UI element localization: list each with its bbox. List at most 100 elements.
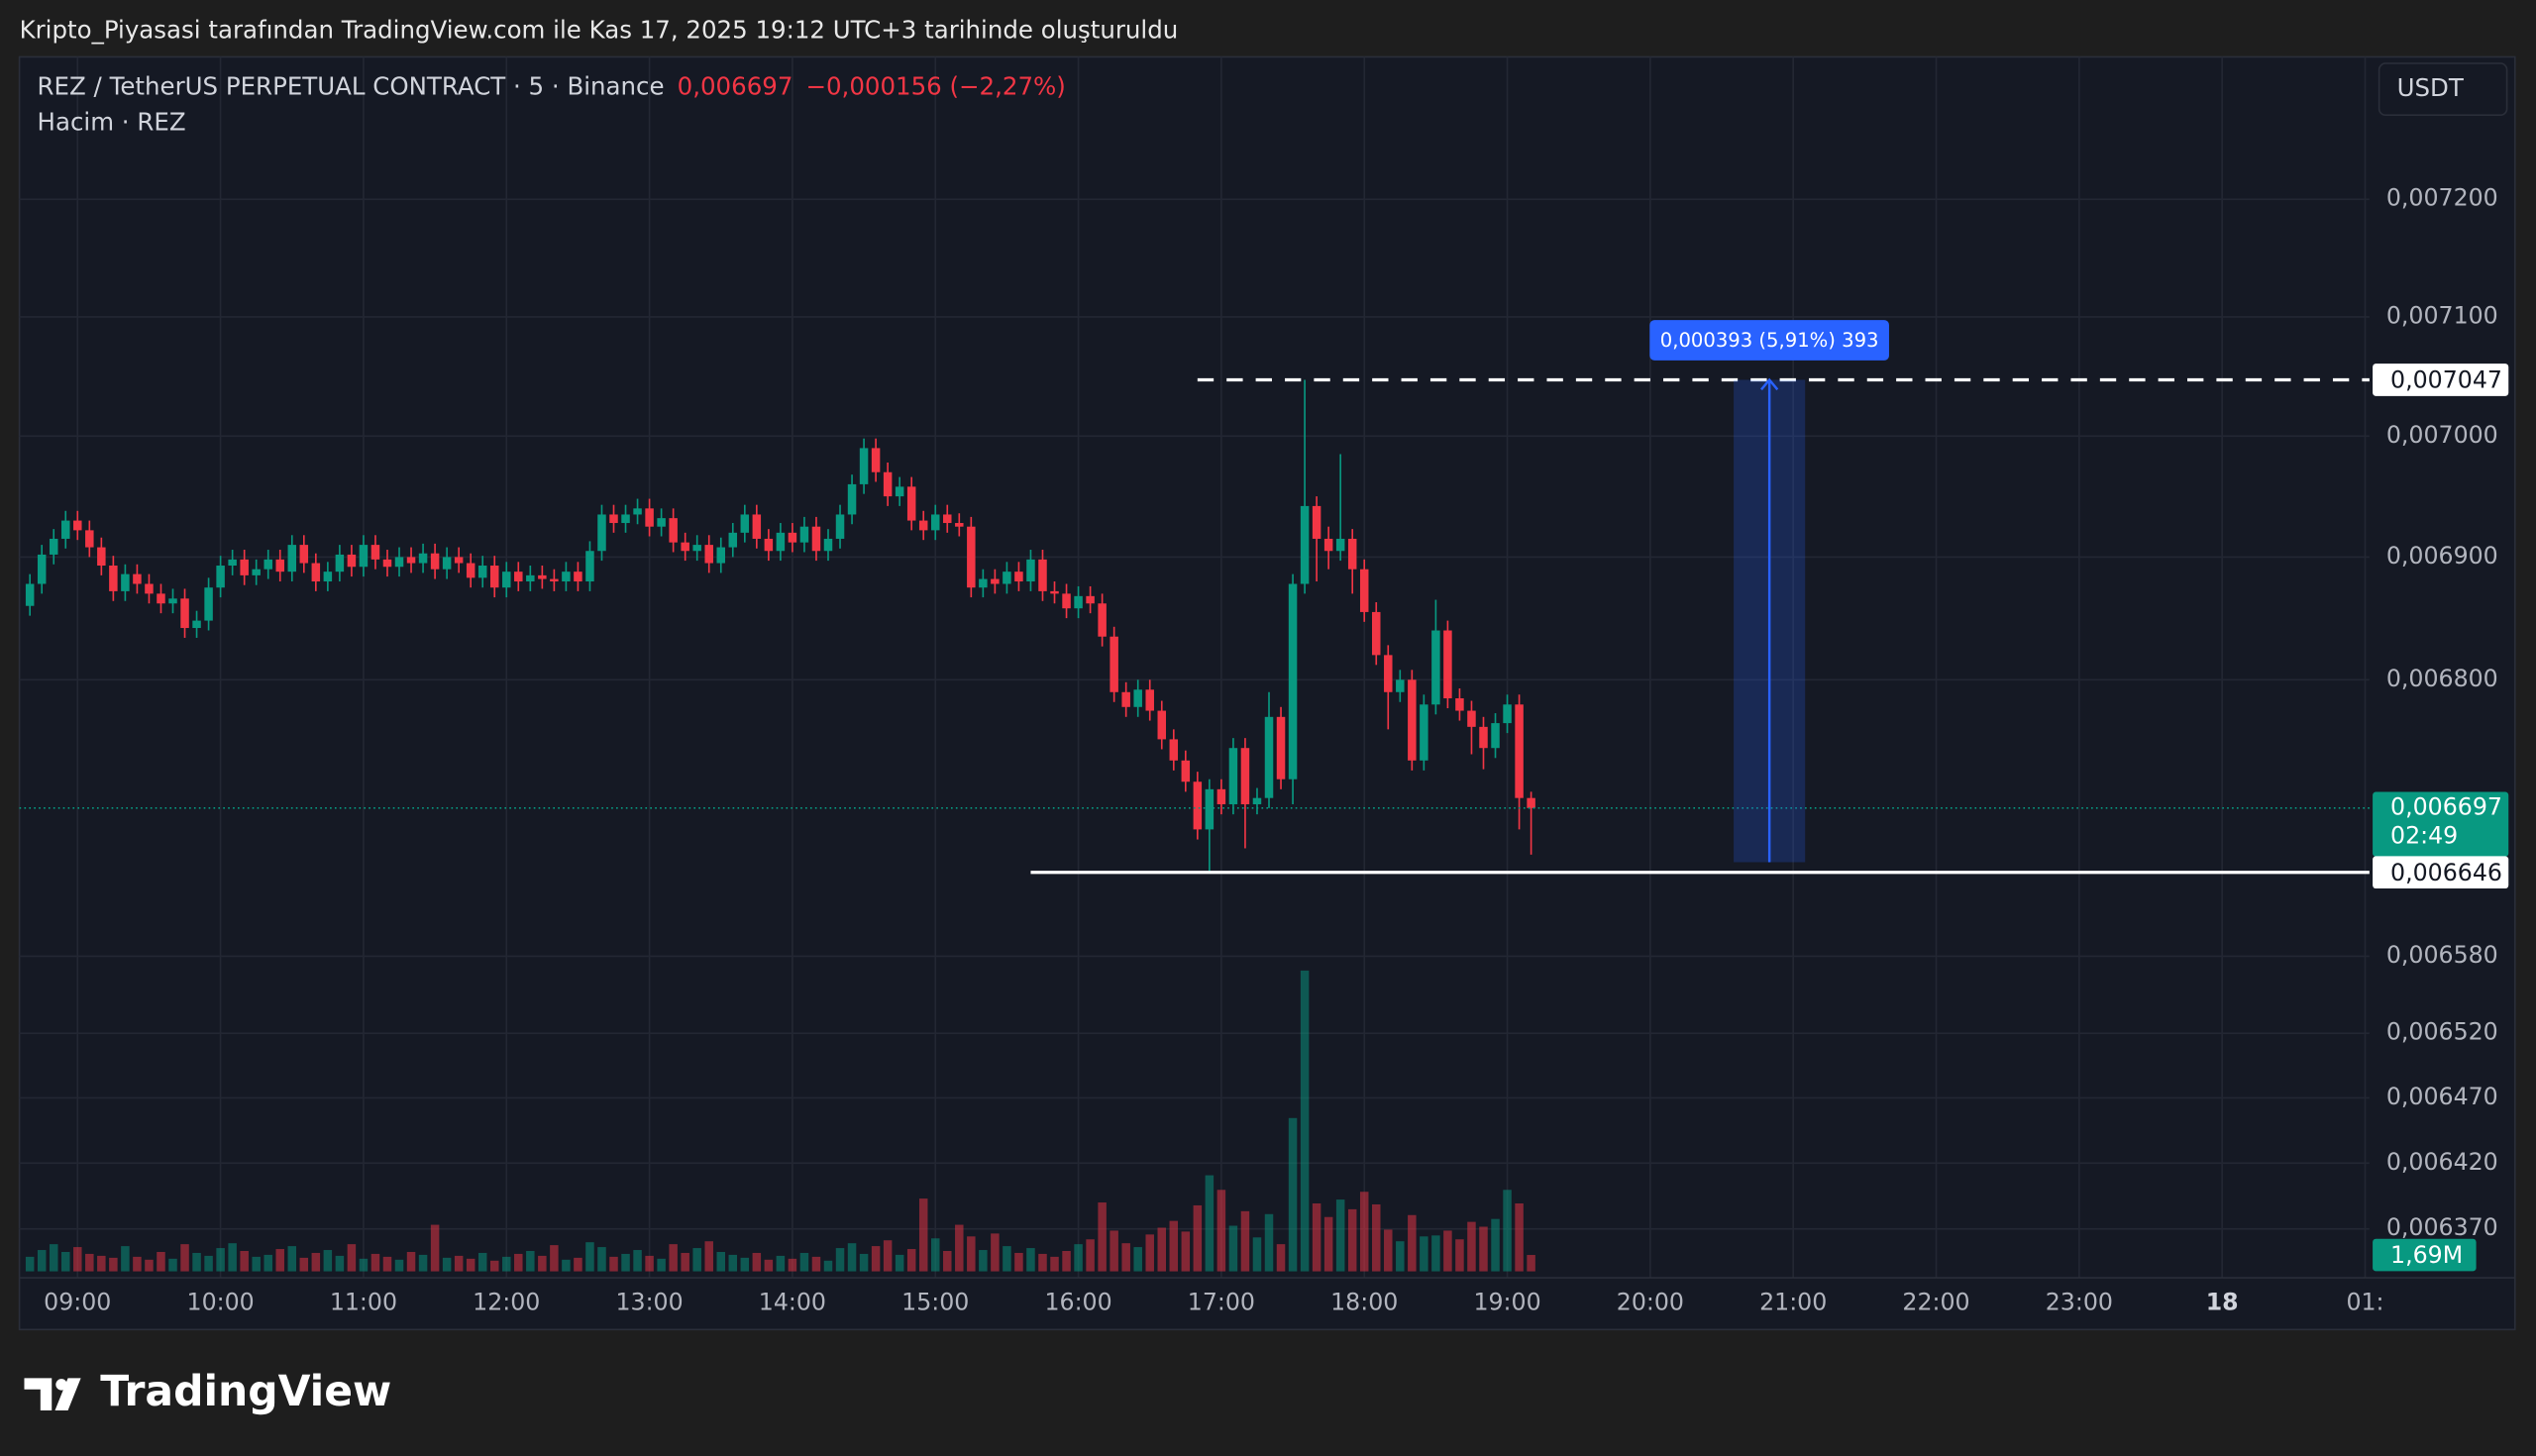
volume-bar [704,1241,713,1272]
candle-body [61,520,70,539]
candle-body [1420,704,1428,761]
volume-bar [1491,1218,1500,1272]
candle-body [752,514,762,539]
volume-bar [168,1258,177,1272]
candle-body [25,583,35,606]
volume-bar [764,1259,774,1272]
candle-body [538,574,547,579]
volume-bar [228,1243,237,1272]
candle-body [1121,691,1130,707]
y-tick-label: 0,006370 [2386,1213,2498,1241]
volume-bar [1110,1230,1118,1272]
candle-body [562,572,571,582]
x-tick-label: 23:00 [2046,1289,2113,1316]
volume-bar [918,1198,928,1272]
volume-bar [609,1256,618,1272]
volume-bar [1026,1248,1035,1272]
currency-button[interactable] [2378,62,2508,117]
candle-body [859,448,869,484]
candle-body [1288,583,1298,780]
candle-body [1515,704,1524,798]
volume-bar [991,1233,1000,1272]
candle-body [835,514,845,539]
candle-body [1384,655,1393,692]
candle-body [477,566,487,578]
candle-body [454,557,464,564]
candle-body [823,538,833,552]
candle-body [1074,595,1083,609]
x-tick-label: 22:00 [1902,1289,1969,1316]
measure-arrowhead [1760,377,1779,391]
candle-body [1491,723,1500,749]
volume-bar [1003,1246,1011,1272]
volume-bar [1121,1243,1130,1272]
volume-bar [716,1251,725,1272]
candle-body [275,559,284,572]
candle-body [252,569,261,575]
candle-body [574,572,582,582]
y-tick-label: 0,006900 [2386,542,2498,570]
candle-body [526,574,535,582]
candle-body [216,566,225,588]
volume-bar [382,1256,392,1272]
candle-body [1312,505,1321,539]
volume-bar [1145,1234,1154,1272]
currency-label[interactable]: USDT [2397,73,2465,102]
candle-body [1026,559,1035,582]
volume-bar [1133,1247,1142,1272]
volume-bar [930,1238,940,1272]
volume-bar [740,1257,750,1272]
volume-bar [85,1253,94,1272]
volume-bar [1062,1251,1071,1272]
volume-bar [335,1255,345,1272]
candle-body [1193,781,1203,830]
x-tick-label: 15:00 [901,1289,969,1316]
candle-body [1133,689,1142,707]
x-tick-label: 14:00 [759,1289,826,1316]
candle-body [406,557,416,564]
candle-body [466,563,476,578]
candle-body [669,518,678,543]
volume-bar [1527,1255,1535,1272]
volume-bar [454,1255,464,1272]
candle-body [264,559,272,570]
volume-bar [1384,1229,1393,1272]
candle-body [85,530,94,548]
last-price-tag [2373,791,2509,857]
volume-bar [645,1255,654,1272]
candle-body [1145,689,1154,711]
volume-bar [145,1259,154,1272]
volume-bar [621,1253,630,1272]
volume-bar [823,1260,833,1272]
volume-bar [847,1243,857,1272]
y-tick-label: 0,007100 [2386,301,2498,329]
candle-body [991,578,1000,584]
candle-body [895,486,904,497]
candle-body [621,514,630,524]
volume-bar [1074,1244,1083,1272]
logo: TradingView [24,1368,391,1416]
volume-bar [835,1248,845,1272]
volume-bar [859,1253,869,1272]
candle-body [1335,538,1345,552]
volume-bar [1014,1252,1023,1272]
candle-body [382,559,392,568]
candle-body [930,514,940,531]
volume-bar [121,1246,130,1272]
volume-bar [1169,1220,1179,1272]
candle-body [1359,569,1369,612]
candle-body [681,542,689,552]
candle-body [811,526,821,552]
volume-bar [477,1252,487,1272]
y-tick-label: 0,006800 [2386,665,2498,692]
volume-bar [1372,1203,1381,1272]
volume-bar [1240,1210,1250,1272]
candle-body [1038,559,1047,591]
candle-body [967,526,976,588]
volume-bar [526,1251,535,1272]
x-tick-label: 20:00 [1617,1289,1684,1316]
volume-bar [311,1252,321,1272]
volume-bar [1300,970,1310,1272]
